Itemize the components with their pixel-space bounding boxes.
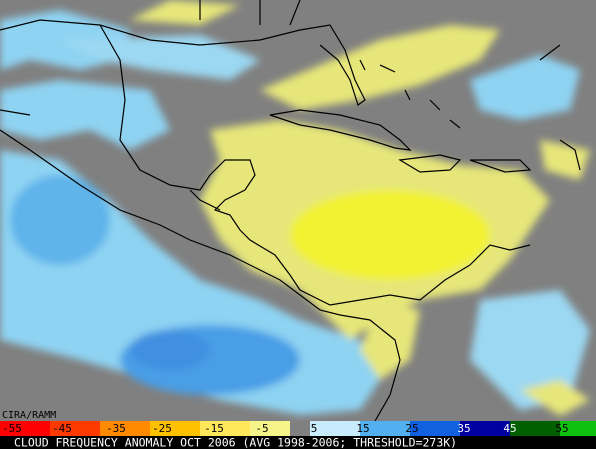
credit: CIRA/RAMM [2,410,56,421]
legend-label: 45 [503,422,516,435]
legend-label: -25 [152,422,172,435]
legend-label: -35 [106,422,126,435]
caption: CLOUD FREQUENCY ANOMALY OCT 2006 (AVG 19… [14,436,457,449]
legend-label: -55 [2,422,22,435]
color-legend: -55 -45 -35 -25 -15 -5 5 15 25 35 45 55 [0,421,596,436]
legend-label: -15 [204,422,224,435]
legend-label: -5 [255,422,268,435]
legend-label: 5 [311,422,318,435]
legend-label: 15 [356,422,369,435]
coastlines [0,0,581,422]
map: CIRA/RAMM [0,0,596,422]
legend-label: 25 [405,422,418,435]
legend-label: 35 [457,422,470,435]
legend-label: 55 [555,422,568,435]
caption-bar [0,436,596,449]
legend-label: -45 [52,422,72,435]
